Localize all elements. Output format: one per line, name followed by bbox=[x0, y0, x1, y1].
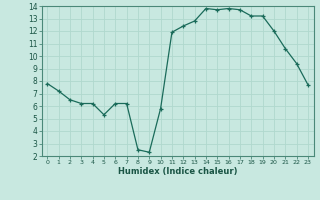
X-axis label: Humidex (Indice chaleur): Humidex (Indice chaleur) bbox=[118, 167, 237, 176]
